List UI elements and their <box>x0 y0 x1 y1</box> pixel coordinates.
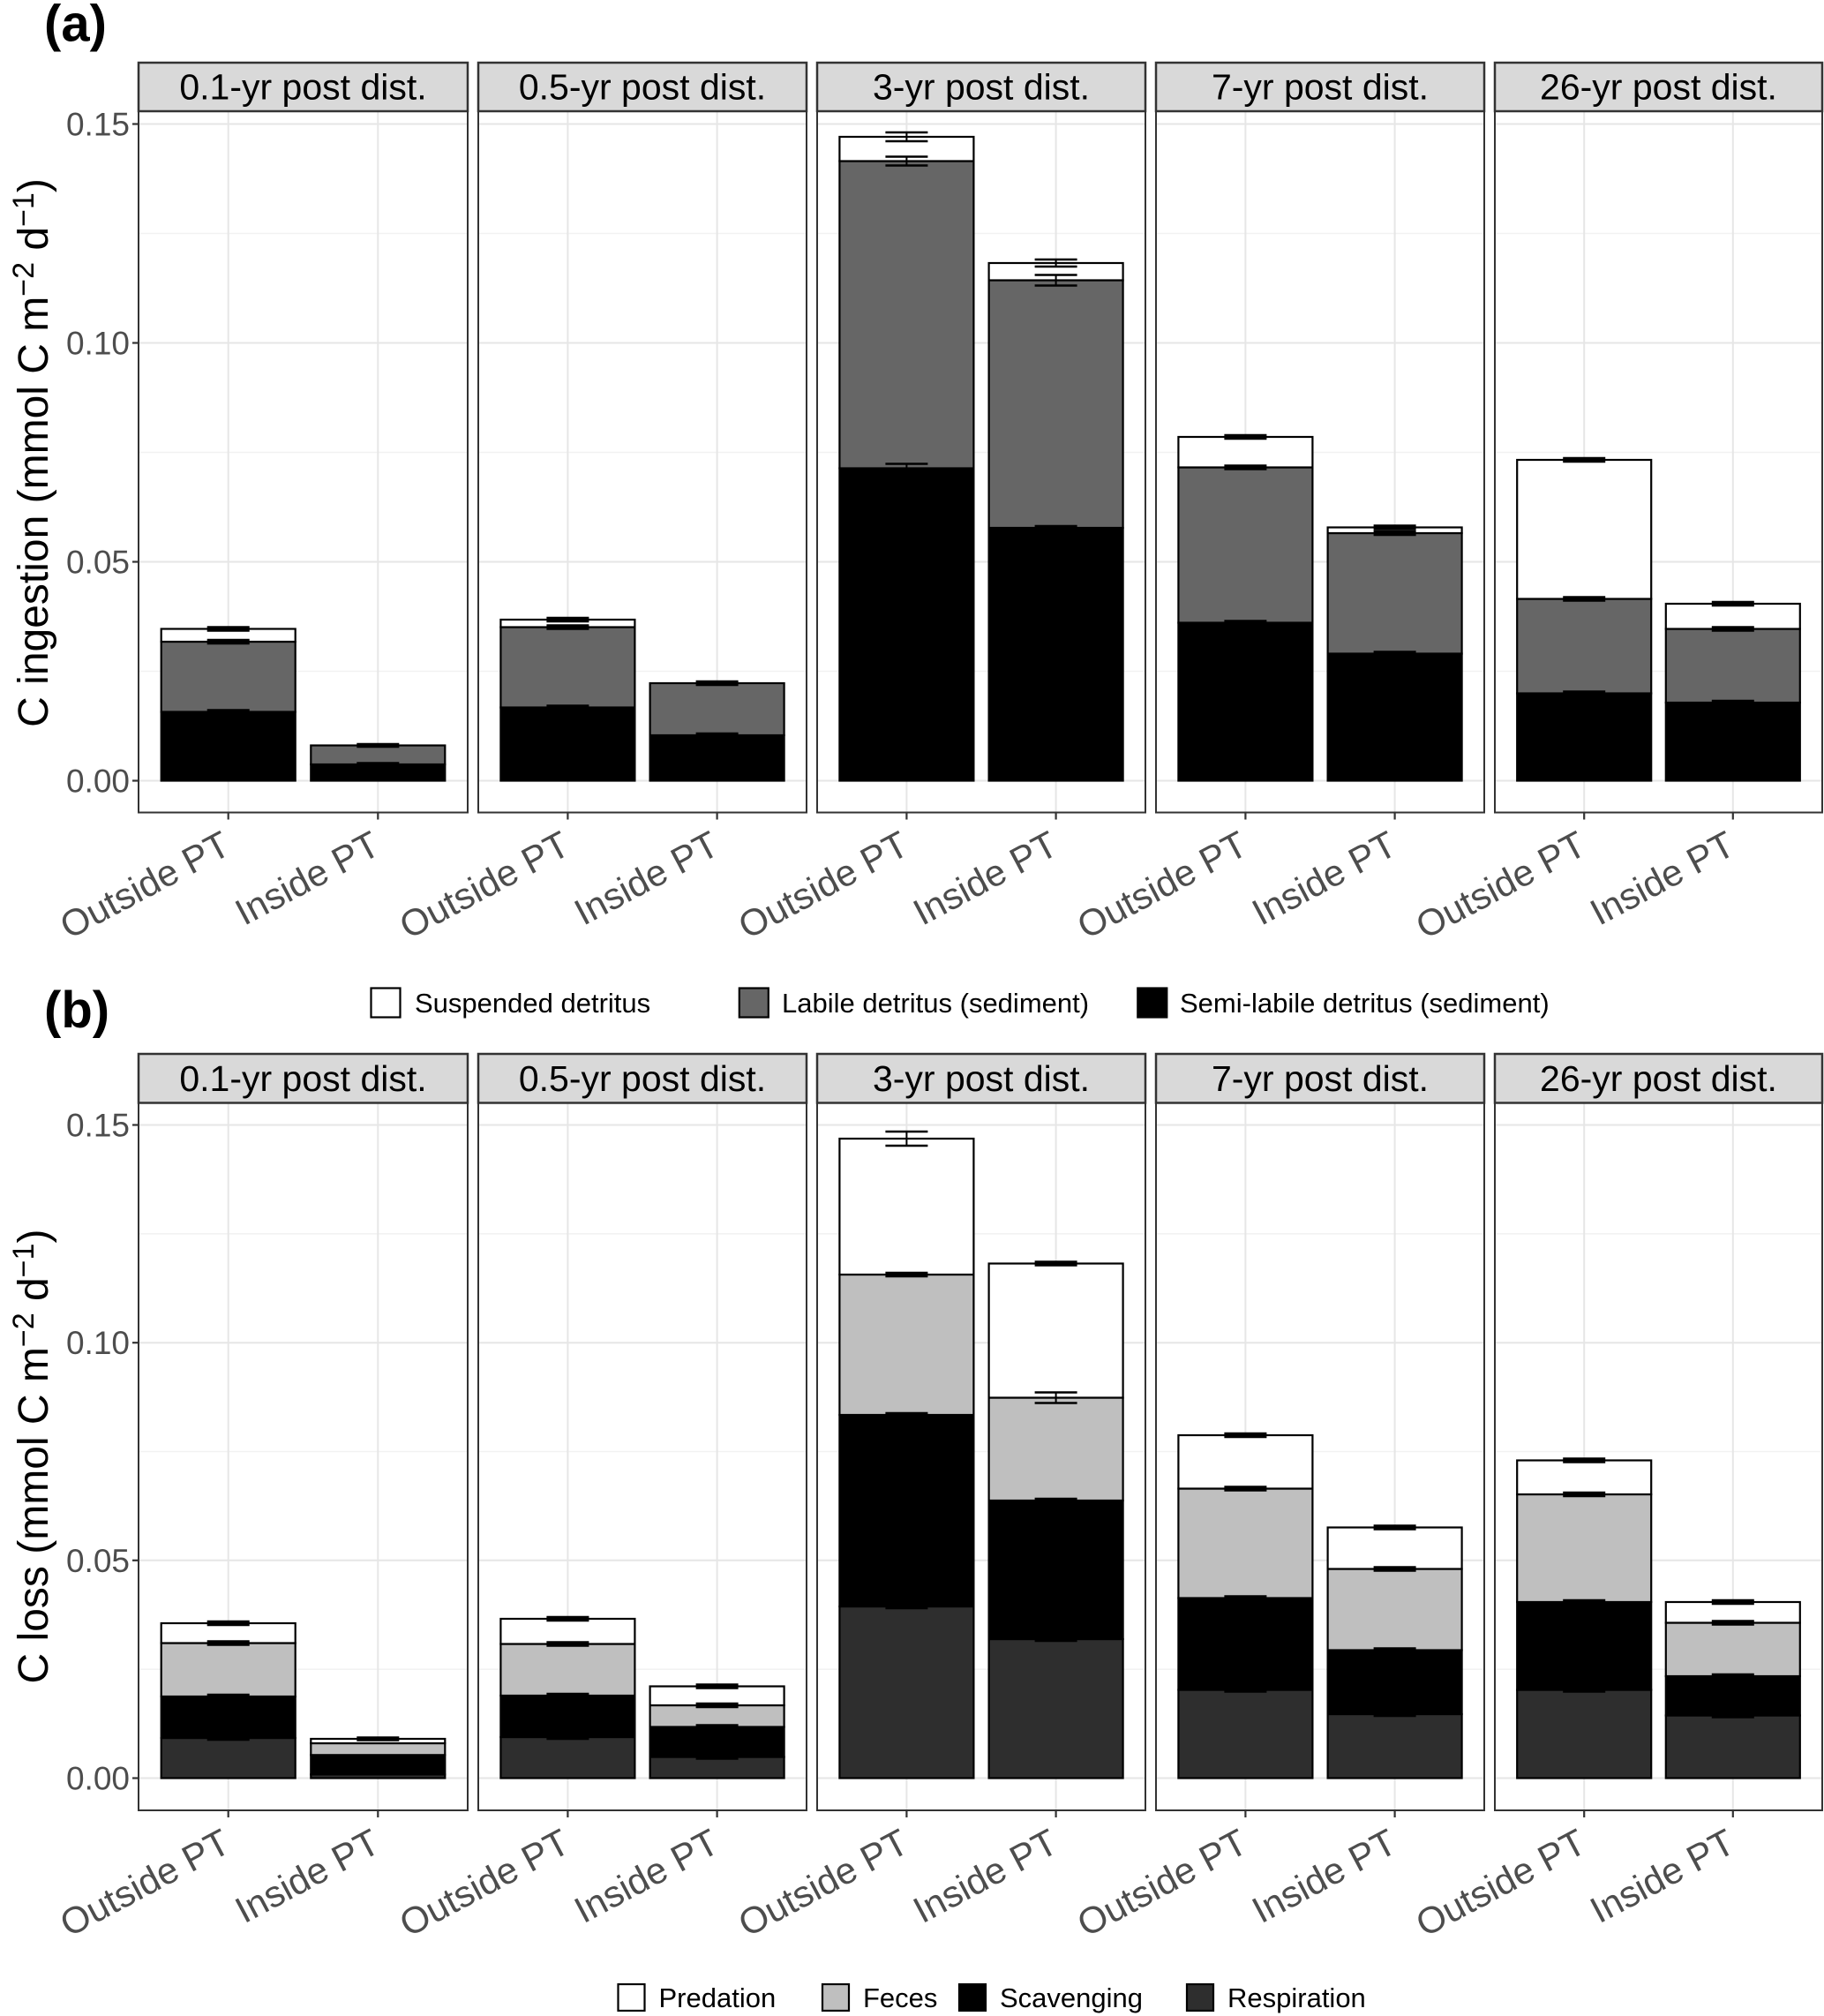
svg-text:0.00: 0.00 <box>66 764 130 800</box>
svg-text:0.10: 0.10 <box>66 326 130 362</box>
svg-text:Feces: Feces <box>863 1982 937 2013</box>
svg-text:Respiration: Respiration <box>1227 1982 1366 2013</box>
svg-text:Suspended detritus: Suspended detritus <box>415 988 650 1019</box>
svg-text:3-yr post dist.: 3-yr post dist. <box>873 67 1090 108</box>
svg-text:7-yr post dist.: 7-yr post dist. <box>1212 67 1429 108</box>
svg-text:C ingestion (mmol C m−2 d−1): C ingestion (mmol C m−2 d−1) <box>7 178 57 727</box>
svg-text:26-yr post dist.: 26-yr post dist. <box>1540 67 1777 108</box>
svg-text:7-yr post dist.: 7-yr post dist. <box>1212 1058 1429 1099</box>
svg-text:Predation: Predation <box>659 1982 777 2013</box>
svg-text:0.1-yr post dist.: 0.1-yr post dist. <box>179 1058 426 1099</box>
svg-text:0.15: 0.15 <box>66 107 130 143</box>
svg-text:Semi-labile detritus (sediment: Semi-labile detritus (sediment) <box>1180 988 1550 1019</box>
svg-text:26-yr post dist.: 26-yr post dist. <box>1540 1058 1777 1099</box>
svg-text:3-yr post dist.: 3-yr post dist. <box>873 1058 1090 1099</box>
svg-text:(b): (b) <box>44 982 109 1039</box>
svg-text:(a): (a) <box>44 0 107 53</box>
svg-text:Labile detritus (sediment): Labile detritus (sediment) <box>782 988 1089 1019</box>
svg-text:0.10: 0.10 <box>66 1325 130 1361</box>
svg-text:Scavenging: Scavenging <box>1000 1982 1143 2013</box>
svg-text:0.15: 0.15 <box>66 1108 130 1144</box>
svg-text:C loss (mmol C m−2 d−1): C loss (mmol C m−2 d−1) <box>7 1230 57 1684</box>
svg-text:0.05: 0.05 <box>66 545 130 581</box>
svg-text:0.00: 0.00 <box>66 1761 130 1797</box>
svg-text:0.5-yr post dist.: 0.5-yr post dist. <box>519 67 766 108</box>
svg-text:0.05: 0.05 <box>66 1543 130 1579</box>
svg-text:0.1-yr post dist.: 0.1-yr post dist. <box>179 67 426 108</box>
svg-text:0.5-yr post dist.: 0.5-yr post dist. <box>519 1058 766 1099</box>
